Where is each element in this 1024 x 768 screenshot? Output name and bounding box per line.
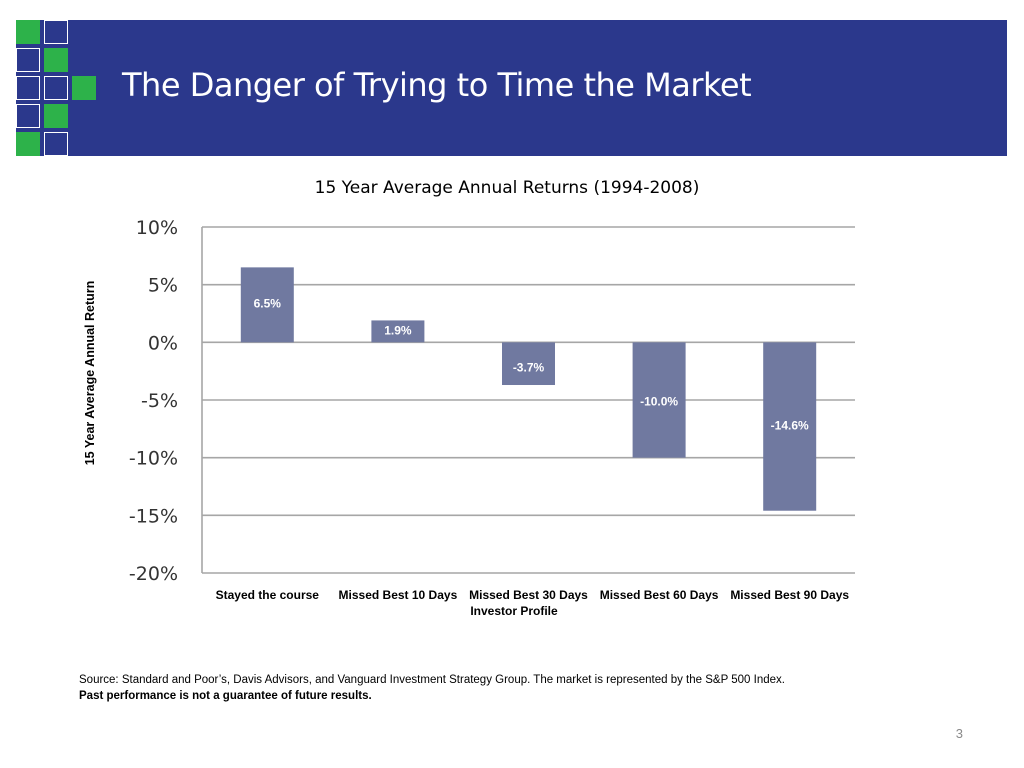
logo-square — [16, 76, 40, 100]
x-category-label: Missed Best 30 Days — [469, 588, 588, 602]
y-tick-label: -10% — [129, 448, 178, 470]
bar — [371, 320, 425, 343]
y-tick-label: 10% — [136, 217, 178, 239]
logo-square — [44, 76, 68, 100]
data-label: -14.6% — [771, 418, 809, 432]
y-tick-label: -20% — [129, 563, 178, 585]
data-label: -3.7% — [513, 360, 545, 374]
slide-title: The Danger of Trying to Time the Market — [122, 66, 752, 104]
disclaimer: Past performance is not a guarantee of f… — [79, 690, 372, 702]
logo-square — [16, 104, 40, 128]
logo-square — [44, 104, 68, 128]
chart-title: 15 Year Average Annual Returns (1994-200… — [314, 178, 700, 198]
x-category-label: Missed Best 90 Days — [730, 588, 850, 602]
data-label: 1.9% — [384, 323, 412, 337]
x-category-label: Stayed the course — [215, 588, 319, 602]
bar — [632, 342, 686, 458]
data-label: -10.0% — [640, 394, 678, 408]
data-label: 6.5% — [254, 296, 282, 310]
y-tick-label: 5% — [148, 275, 178, 297]
y-tick-label: -5% — [141, 390, 178, 412]
source-note: Source: Standard and Poor’s, Davis Advis… — [79, 672, 785, 704]
logo-square — [16, 20, 40, 44]
bar — [502, 342, 555, 386]
bar — [763, 342, 817, 511]
logo-square — [44, 132, 68, 156]
bar — [240, 267, 294, 343]
logo-square — [44, 20, 68, 44]
logo-square — [16, 48, 40, 72]
x-category-label: Missed Best 60 Days — [599, 588, 719, 602]
logo — [16, 20, 98, 156]
y-tick-label: 0% — [148, 332, 178, 354]
y-tick-label: -15% — [129, 505, 178, 527]
x-category-label: Missed Best 10 Days — [338, 588, 458, 602]
logo-square — [72, 76, 96, 100]
header-band — [16, 20, 1007, 156]
x-axis-title: Investor Profile — [470, 604, 558, 618]
logo-square — [44, 48, 68, 72]
logo-square — [16, 132, 40, 156]
page-number: 3 — [955, 726, 963, 741]
source-line: Source: Standard and Poor’s, Davis Advis… — [79, 674, 785, 686]
